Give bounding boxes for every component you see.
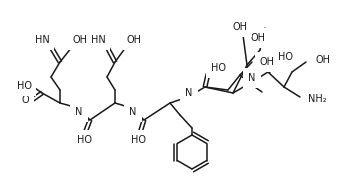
Text: HO: HO <box>131 135 147 145</box>
Text: HO: HO <box>278 52 293 62</box>
Text: OH: OH <box>250 33 266 43</box>
Text: HN: HN <box>34 35 49 45</box>
Text: N: N <box>248 73 256 83</box>
Text: OH: OH <box>127 35 141 45</box>
Text: HO: HO <box>77 135 91 145</box>
Text: OH: OH <box>72 35 88 45</box>
Text: OH: OH <box>315 55 330 65</box>
Text: OH: OH <box>260 57 275 67</box>
Text: N: N <box>129 107 137 117</box>
Text: O: O <box>21 95 29 105</box>
Text: OH: OH <box>233 22 247 32</box>
Text: N: N <box>75 107 83 117</box>
Text: HO: HO <box>211 63 226 73</box>
Text: HO: HO <box>17 81 31 91</box>
Text: HN: HN <box>91 35 105 45</box>
Text: NH₂: NH₂ <box>308 94 327 104</box>
Text: N: N <box>185 88 193 98</box>
